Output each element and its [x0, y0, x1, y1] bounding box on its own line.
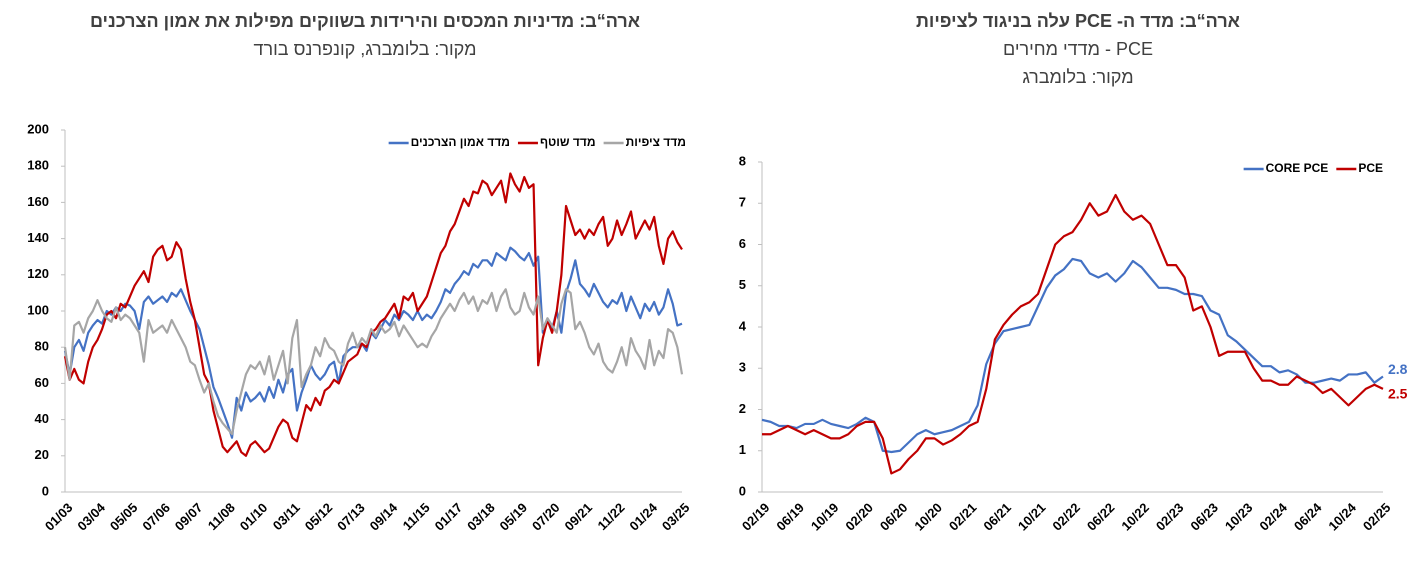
x-tick-label: 09/21: [562, 500, 596, 534]
x-tick-label: 10/23: [1222, 500, 1256, 534]
series-line: [761, 257, 1384, 454]
x-tick-label: 09/07: [172, 500, 206, 534]
x-tick-label: 01/10: [237, 500, 271, 534]
x-tick-label: 02/25: [1360, 500, 1394, 534]
y-tick-label: 2: [739, 401, 746, 416]
x-tick-label: 01/17: [432, 500, 466, 534]
x-tick-label: 02/20: [842, 500, 876, 534]
x-tick-label: 10/19: [808, 500, 842, 534]
y-tick-label: 80: [35, 339, 49, 354]
x-tick-label: 02/21: [946, 500, 980, 534]
x-tick-label: 01/24: [626, 499, 660, 533]
y-tick-label: 100: [27, 302, 49, 317]
x-tick-label: 06/22: [1084, 500, 1118, 534]
series-line: [63, 288, 684, 436]
series-line: [63, 246, 683, 439]
chart: ארה“ב: מדיניות המכסים והירידות בשווקים מ…: [27, 11, 692, 534]
chart: ארה“ב: מדד ה- PCE עלה בניגוד לציפיות מדדי…: [739, 11, 1408, 534]
x-tick-label: 05/05: [107, 500, 141, 534]
x-tick-label: 02/19: [739, 500, 773, 534]
series-line: [762, 193, 1384, 475]
x-tick-label: 07/06: [139, 500, 173, 534]
y-tick-label: 1: [739, 442, 746, 457]
y-tick-label: 60: [35, 375, 49, 390]
x-tick-label: 06/23: [1187, 500, 1221, 534]
y-tick-label: 5: [739, 277, 746, 292]
x-tick-label: 06/21: [980, 500, 1014, 534]
x-tick-label: 10/20: [911, 500, 945, 534]
chart-subtitle: מדדי מחירים - PCE: [1003, 39, 1153, 59]
x-tick-label: 11/15: [400, 500, 433, 533]
x-tick-label: 02/24: [1256, 499, 1290, 533]
x-tick-label: 03/04: [74, 499, 108, 533]
x-tick-label: 07/13: [334, 500, 368, 534]
x-tick-label: 06/19: [773, 500, 807, 534]
chart-source: מקור: בלומברג: [1022, 67, 1133, 87]
chart-title: ארה“ב: מדד ה- PCE עלה בניגוד לציפיות: [916, 11, 1240, 31]
x-tick-label: 10/22: [1118, 500, 1152, 534]
x-tick-label: 03/11: [270, 500, 303, 533]
y-tick-label: 120: [27, 266, 49, 281]
y-tick-label: 7: [739, 195, 746, 210]
x-tick-label: 10/24: [1325, 499, 1359, 533]
legend-label: CORE PCE: [1266, 161, 1329, 175]
legend-label: מדד ציפיות: [626, 135, 686, 149]
x-tick-label: 07/20: [529, 500, 563, 534]
legend-label: מדד שוטף: [540, 135, 596, 149]
x-tick-label: 01/03: [42, 500, 76, 534]
legend: מדד אמון הצרכנים מדד שוטף מדד ציפיות: [388, 135, 686, 149]
x-tick-label: 11/08: [205, 500, 238, 533]
y-tick-label: 160: [27, 194, 49, 209]
x-tick-label: 06/20: [877, 500, 911, 534]
y-tick-label: 3: [739, 360, 746, 375]
y-tick-label: 0: [42, 483, 49, 498]
x-tick-label: 02/23: [1153, 500, 1187, 534]
y-tick-label: 8: [739, 153, 746, 168]
x-tick-label: 05/19: [497, 500, 531, 534]
y-tick-label: 200: [27, 121, 49, 136]
legend-label: מדד אמון הצרכנים: [411, 135, 510, 149]
end-label: 2.5: [1388, 386, 1408, 402]
x-tick-label: 03/25: [659, 500, 693, 534]
x-tick-label: 11/22: [594, 500, 627, 533]
x-tick-label: 02/22: [1049, 500, 1083, 534]
y-tick-label: 0: [739, 483, 746, 498]
y-tick-label: 6: [739, 236, 746, 251]
y-tick-label: 180: [27, 158, 49, 173]
y-tick-label: 40: [35, 411, 49, 426]
x-tick-label: 05/12: [302, 500, 336, 534]
legend-label: PCE: [1358, 161, 1383, 175]
legend: CORE PCE PCE: [1243, 161, 1383, 175]
chart-source: מקור: בלומברג, קונפרנס בורד: [254, 39, 477, 59]
x-tick-label: 06/24: [1291, 499, 1325, 533]
x-tick-label: 09/14: [367, 499, 401, 533]
x-tick-label: 10/21: [1015, 500, 1049, 534]
y-tick-label: 20: [35, 447, 49, 462]
chart-title: ארה“ב: מדיניות המכסים והירידות בשווקים מ…: [90, 11, 640, 31]
x-tick-label: 03/18: [464, 500, 498, 534]
end-label: 2.8: [1388, 361, 1408, 377]
series-line: [63, 172, 683, 457]
y-tick-label: 4: [739, 318, 747, 333]
y-tick-label: 140: [27, 230, 49, 245]
